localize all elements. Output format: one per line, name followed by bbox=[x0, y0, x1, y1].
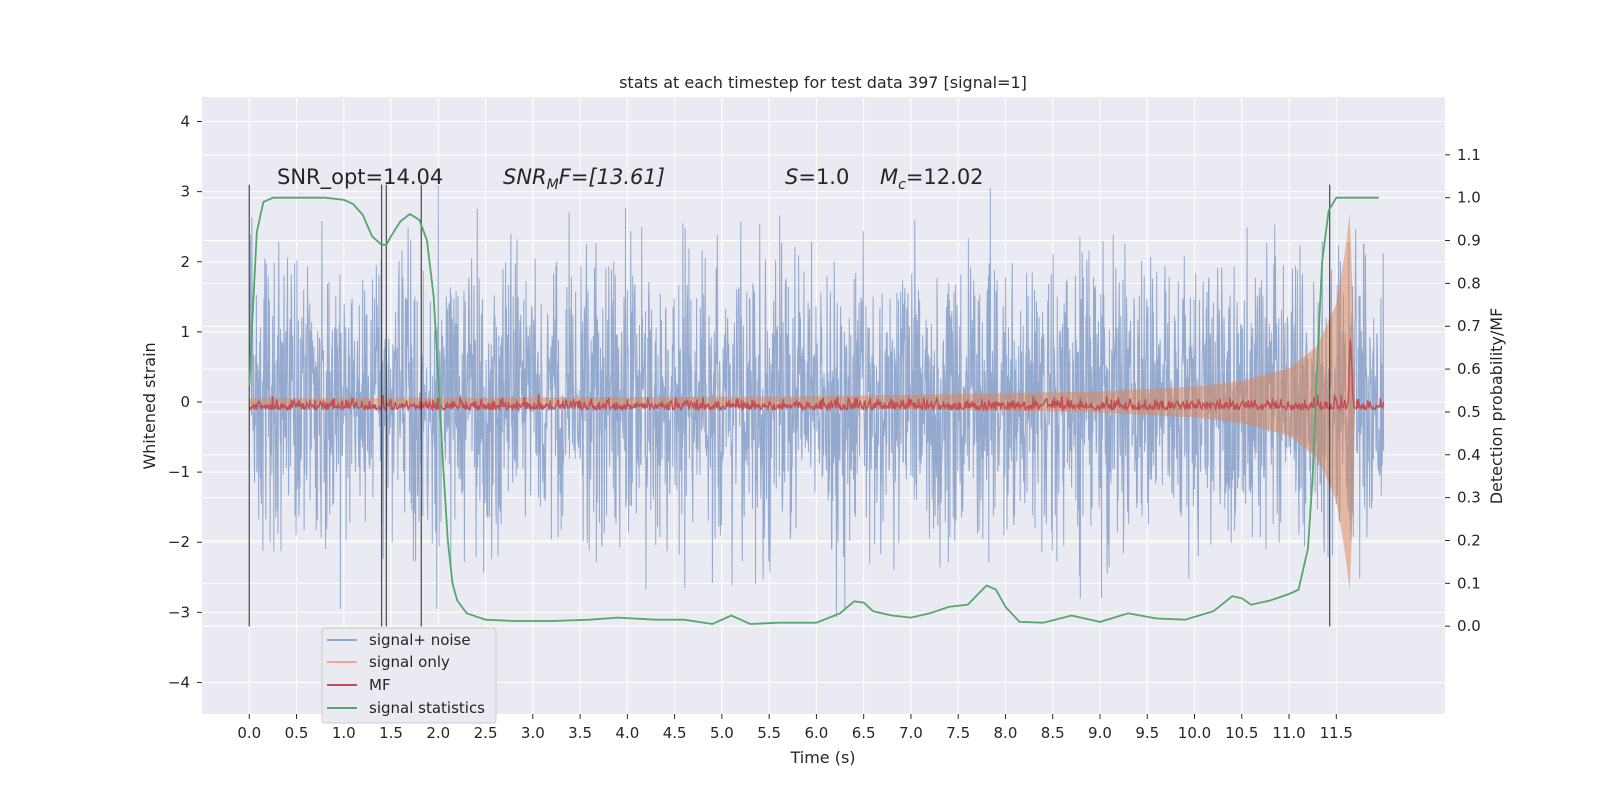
x-tick-label: 5.5 bbox=[757, 724, 781, 742]
annotation-snr-mf-sub: M bbox=[547, 177, 559, 193]
y-tick-label: −1 bbox=[168, 463, 190, 481]
annotation-snr-mf-rest: F=[13.61] bbox=[559, 165, 665, 189]
x-tick-label: 10.0 bbox=[1178, 724, 1211, 742]
chart-title: stats at each timestep for test data 397… bbox=[619, 73, 1027, 92]
y2-tick-label: 0.6 bbox=[1457, 360, 1481, 378]
annotation-snr-mf: SNRMF=[13.61] bbox=[503, 165, 665, 193]
x-tick-label: 1.0 bbox=[332, 724, 356, 742]
x-axis-ticks: 0.0 0.5 1.0 1.5 2.0 2.5 3.0 3.5 4.0 4.5 5.0 5.5 6.0 6… bbox=[237, 714, 1353, 742]
y2-axis-ticks: 0.0 0.1 0.2 0.3 0.4 0.5 0.6 0.7 0.8 0.9 1.0 1.1 bbox=[1445, 146, 1481, 635]
x-tick-label: 7.5 bbox=[946, 724, 970, 742]
y-tick-label: 0 bbox=[180, 393, 190, 411]
x-tick-label: 8.0 bbox=[994, 724, 1018, 742]
y-tick-label: −3 bbox=[168, 603, 190, 621]
y-axis-ticks: −4 −3 −2 −1 0 1 2 3 4 bbox=[168, 113, 202, 691]
x-tick-label: 7.0 bbox=[899, 724, 923, 742]
y2-tick-label: 0.2 bbox=[1457, 531, 1481, 549]
annotation-mc-sub: c bbox=[898, 177, 906, 193]
legend-label-signal-noise: signal+ noise bbox=[369, 631, 471, 649]
x-tick-label: 3.5 bbox=[568, 724, 592, 742]
x-tick-label: 4.5 bbox=[663, 724, 687, 742]
y2-tick-label: 0.0 bbox=[1457, 617, 1481, 635]
x-tick-label: 11.5 bbox=[1320, 724, 1353, 742]
y2-tick-label: 0.4 bbox=[1457, 446, 1481, 464]
y-tick-label: 3 bbox=[180, 183, 190, 201]
vlines bbox=[248, 184, 1331, 627]
y2-tick-label: 0.9 bbox=[1457, 232, 1481, 250]
annotation-mc: Mc=12.02 bbox=[880, 165, 984, 193]
x-tick-label: 6.0 bbox=[804, 724, 828, 742]
y-tick-label: −4 bbox=[168, 673, 190, 691]
x-tick-label: 1.5 bbox=[379, 724, 403, 742]
legend-label-mf: MF bbox=[369, 676, 391, 694]
y2-tick-label: 0.1 bbox=[1457, 574, 1481, 592]
legend-label-signal-statistics: signal statistics bbox=[369, 699, 485, 717]
y-tick-label: 1 bbox=[180, 323, 190, 341]
x-tick-label: 2.5 bbox=[474, 724, 498, 742]
x-tick-label: 10.5 bbox=[1225, 724, 1258, 742]
x-tick-label: 11.0 bbox=[1272, 724, 1305, 742]
annotation-s-rest: =1.0 bbox=[798, 165, 849, 189]
x-axis-label: Time (s) bbox=[789, 748, 855, 767]
y2-tick-label: 0.7 bbox=[1457, 317, 1481, 335]
series-mf bbox=[248, 339, 1385, 413]
y-tick-label: −2 bbox=[168, 533, 190, 551]
x-tick-label: 6.5 bbox=[852, 724, 876, 742]
series-signal-noise bbox=[248, 185, 1385, 618]
y2-tick-label: 1.1 bbox=[1457, 146, 1481, 164]
annotation-mc-rest: =12.02 bbox=[906, 165, 984, 189]
annotation-snr-mf-base: SNR bbox=[503, 165, 547, 189]
x-tick-label: 0.5 bbox=[285, 724, 309, 742]
annotation-snr-opt: SNR_opt=14.04 bbox=[277, 165, 443, 190]
annotations: SNR_opt=14.04 SNRMF=[13.61] S=1.0 Mc=12.… bbox=[277, 165, 984, 193]
series-signal-statistics bbox=[248, 196, 1379, 625]
annotation-s: S=1.0 bbox=[785, 165, 849, 189]
x-tick-label: 0.0 bbox=[237, 724, 261, 742]
y2-axis-label: Detection probability/MF bbox=[1487, 308, 1506, 505]
y-tick-label: 4 bbox=[180, 113, 190, 131]
x-tick-label: 3.0 bbox=[521, 724, 545, 742]
y2-tick-label: 0.3 bbox=[1457, 489, 1481, 507]
annotation-mc-base: M bbox=[880, 165, 898, 189]
series-signal-only bbox=[249, 212, 1356, 592]
x-tick-label: 9.5 bbox=[1135, 724, 1159, 742]
y-tick-label: 2 bbox=[180, 253, 190, 271]
legend-box bbox=[321, 627, 497, 724]
y2-tick-label: 0.8 bbox=[1457, 274, 1481, 292]
legend: signal+ noise signal only MF signal stat… bbox=[321, 627, 497, 724]
annotation-s-base: S bbox=[785, 165, 798, 189]
x-tick-label: 8.5 bbox=[1041, 724, 1065, 742]
y-axis-label: Whitened strain bbox=[140, 342, 159, 469]
x-tick-label: 2.0 bbox=[426, 724, 450, 742]
x-tick-label: 9.0 bbox=[1088, 724, 1112, 742]
y2-tick-label: 0.5 bbox=[1457, 403, 1481, 421]
y2-tick-label: 1.0 bbox=[1457, 189, 1481, 207]
x-tick-label: 5.0 bbox=[710, 724, 734, 742]
legend-label-signal-only: signal only bbox=[369, 653, 450, 671]
x-tick-label: 4.0 bbox=[615, 724, 639, 742]
